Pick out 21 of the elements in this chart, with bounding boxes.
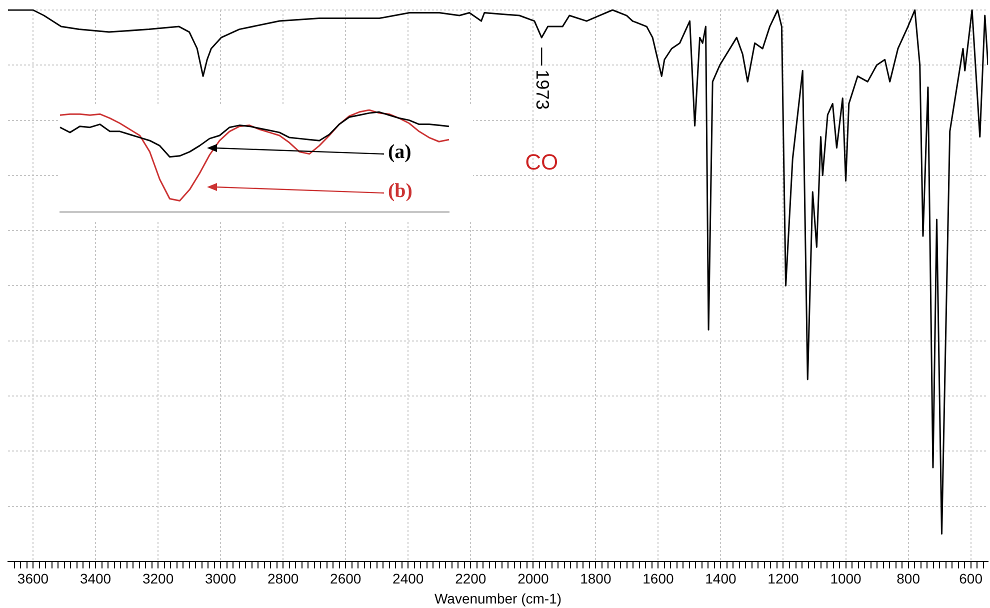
x-axis-title: Wavenumber (cm-1) [434, 590, 562, 606]
x-tick-label: 1400 [705, 570, 737, 587]
x-tick-label: 2000 [518, 570, 549, 587]
x-tick-label: 3200 [142, 570, 174, 587]
x-tick-label: 3600 [17, 570, 49, 587]
x-tick-label: 2800 [268, 570, 299, 587]
x-tick-label: 1000 [830, 570, 862, 587]
x-tick-label: 1800 [580, 570, 612, 587]
annotation: CO [525, 150, 558, 175]
x-tick-label: 3400 [80, 570, 112, 587]
annotation: 1973 [532, 70, 553, 110]
x-tick-label: 800 [896, 570, 920, 587]
text: (b) [388, 180, 412, 203]
x-tick-label: 1200 [768, 570, 800, 587]
series-label: (a) [388, 141, 412, 164]
x-tick-label: 2200 [455, 570, 486, 587]
x-tick-label: 2400 [392, 570, 424, 587]
x-tick-label: 1600 [642, 570, 674, 587]
x-tick-label: 2600 [330, 570, 362, 587]
x-tick-label: 600 [959, 570, 983, 587]
x-tick-label: 3000 [204, 570, 236, 587]
